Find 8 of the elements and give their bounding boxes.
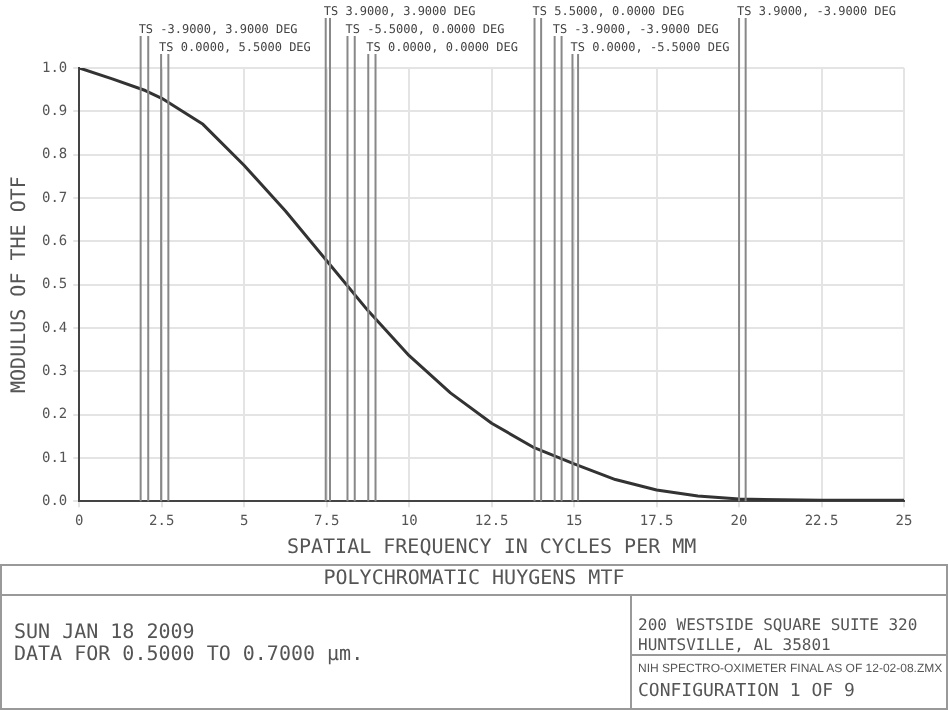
text: CONFIGURATION 1 OF 9 bbox=[638, 682, 857, 704]
text: HUNTSVILLE, AL 35801 bbox=[638, 636, 833, 656]
text: 200 WESTSIDE SQUARE SUITE 320 bbox=[638, 616, 920, 636]
text: DATA FOR 0.5000 TO 0.7000 µm. bbox=[14, 644, 364, 666]
y-axis-title: MODULUS OF THE OTF bbox=[9, 176, 32, 393]
text: POLYCHROMATIC HUYGENS MTF bbox=[2, 566, 946, 596]
x-axis-title: SPATIAL FREQUENCY IN CYCLES PER MM bbox=[286, 537, 697, 560]
text: SUN JAN 18 2009 bbox=[14, 622, 197, 644]
